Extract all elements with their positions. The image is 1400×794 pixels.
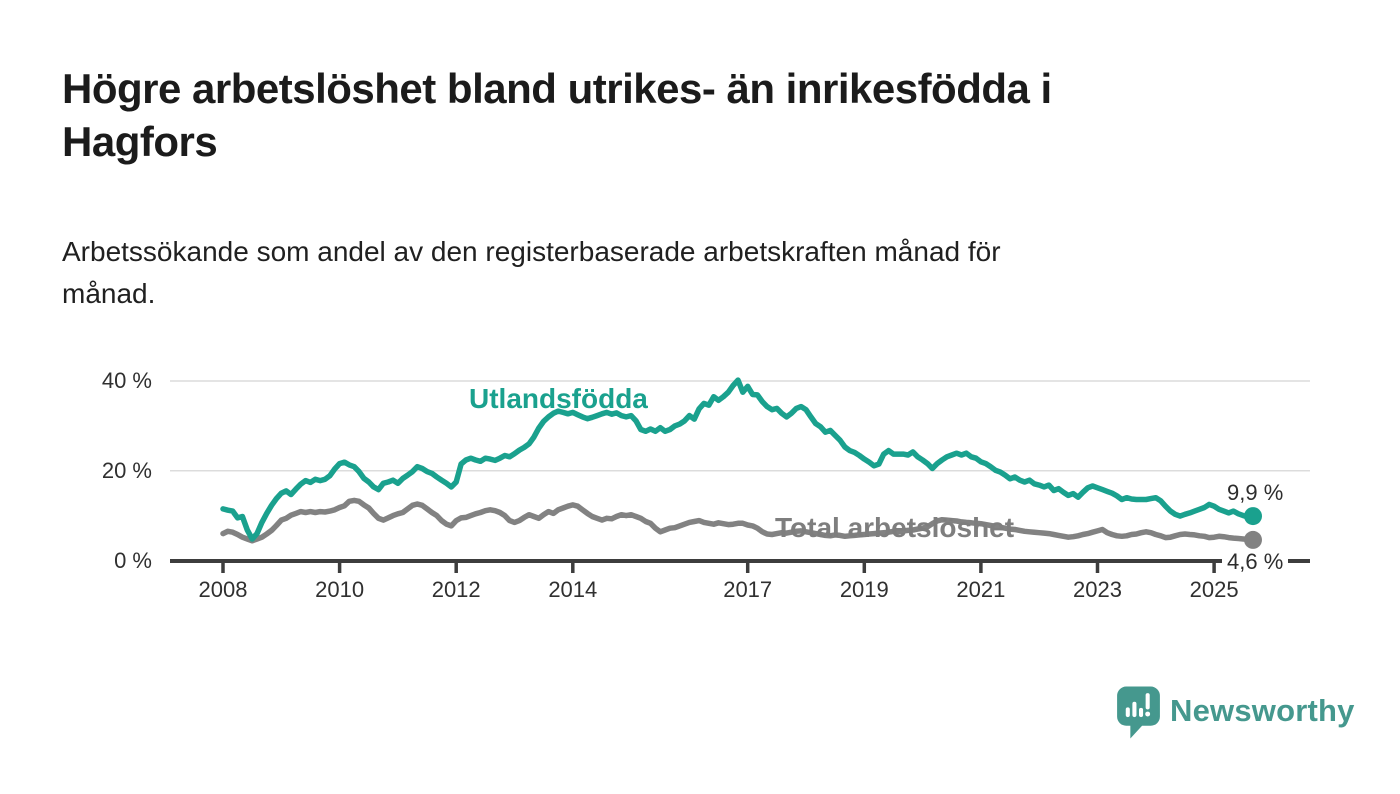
end-value-label-total-arbetsloshet: 4,6 % <box>1222 549 1289 574</box>
page-title-line2: Hagfors <box>62 118 218 165</box>
page-title-line1: Högre arbetslöshet bland utrikes- än inr… <box>62 65 1052 112</box>
y-axis-tick-label: 20 % <box>101 457 152 483</box>
page-subtitle-line1: Arbetssökande som andel av den registerb… <box>62 236 1001 267</box>
x-axis-tick-label: 2010 <box>315 577 365 602</box>
x-axis-tick-label: 2014 <box>548 577 598 602</box>
series-end-dot <box>1244 507 1262 526</box>
x-axis-tick-label: 2025 <box>1189 577 1239 602</box>
y-axis-tick-label: 40 % <box>101 368 152 393</box>
y-axis-tick-label: 0 % <box>114 547 152 573</box>
x-axis-tick-label: 2021 <box>956 577 1006 602</box>
series-label-total-arbetsloshet: Total arbetslöshet <box>775 512 1015 543</box>
page-subtitle: Arbetssökande som andel av den registerb… <box>62 231 1001 315</box>
x-axis-tick-label: 2023 <box>1073 577 1122 602</box>
page-subtitle-line2: månad. <box>62 278 156 309</box>
x-axis-tick-label: 2017 <box>723 577 773 602</box>
series-line-utlandsfodda <box>220 377 1256 542</box>
page-title: Högre arbetslöshet bland utrikes- än inr… <box>62 62 1052 168</box>
series-end-dot <box>1244 530 1262 549</box>
series-line-total-arbetsloshet <box>220 497 1256 544</box>
newsworthy-brand-text: Newsworthy <box>1170 693 1355 728</box>
end-value-label-utlandsfodda: 9,9 % <box>1227 480 1284 505</box>
newsworthy-logo: Newsworthy <box>1116 686 1376 742</box>
x-axis-tick-label: 2008 <box>198 577 248 602</box>
x-axis-tick-label: 2019 <box>839 577 889 602</box>
x-axis-tick-label: 2012 <box>431 577 481 602</box>
line-chart-canvas <box>170 377 1310 573</box>
newsworthy-chart-bubble-icon <box>1117 686 1160 739</box>
line-chart: Utlandsfödda Total arbetslöshet 9,9 % 4,… <box>0 340 1400 630</box>
series-label-utlandsfodda: Utlandsfödda <box>469 383 648 414</box>
